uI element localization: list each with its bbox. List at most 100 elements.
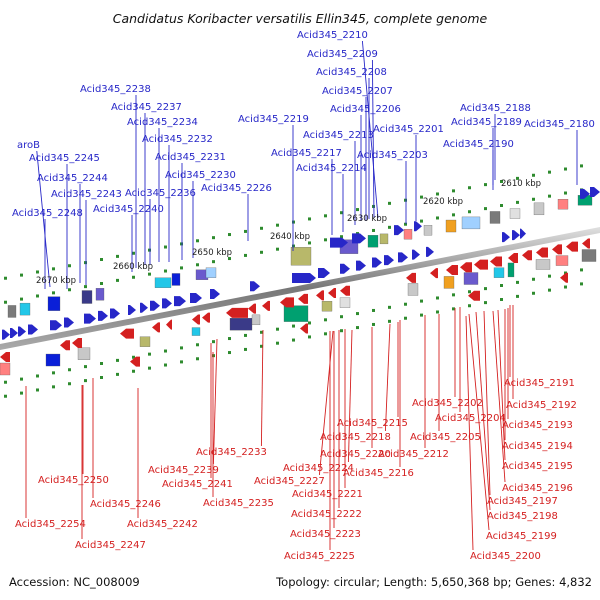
- feature-box: [321, 301, 333, 312]
- feature-box: [290, 247, 312, 266]
- gene-label: Acid345_2188: [460, 103, 531, 114]
- gene-label: Acid345_2240: [93, 204, 164, 215]
- track-dot: [564, 271, 567, 275]
- track-dot: [228, 337, 231, 341]
- forward-gene-arrow: [250, 281, 260, 292]
- feature-box: [367, 235, 379, 248]
- feature-box: [45, 353, 61, 367]
- track-dot: [116, 278, 119, 282]
- track-dot: [292, 338, 295, 342]
- track-dot: [36, 374, 39, 378]
- track-dot: [228, 233, 231, 237]
- leader-line: [465, 315, 474, 551]
- track-dot: [180, 242, 183, 246]
- track-dot: [324, 238, 327, 242]
- track-dot: [52, 291, 55, 295]
- forward-gene-arrow: [50, 320, 62, 331]
- track-dot: [196, 343, 199, 347]
- track-dot: [564, 191, 567, 195]
- gene-label: Acid345_2193: [502, 420, 573, 431]
- forward-gene-arrow: [110, 308, 120, 319]
- track-dot: [436, 296, 439, 300]
- gene-label: Acid345_2204: [435, 413, 506, 424]
- forward-gene-arrow: [10, 328, 18, 339]
- gene-label: Acid345_2222: [291, 509, 362, 520]
- feature-box: [493, 267, 505, 278]
- forward-gene-arrow: [28, 324, 38, 335]
- gene-label: Acid345_2248: [12, 208, 83, 219]
- track-dot: [532, 197, 535, 201]
- feature-box: [95, 288, 105, 301]
- leader-line: [260, 329, 264, 447]
- leader-line: [384, 323, 391, 432]
- feature-box: [19, 302, 31, 316]
- gene-label: Acid345_2231: [155, 152, 226, 163]
- gene-label: Acid345_2213: [303, 130, 374, 141]
- reverse-gene-arrow: [262, 300, 270, 311]
- reverse-gene-arrow: [566, 241, 578, 252]
- track-dot: [324, 214, 327, 218]
- forward-gene-arrow: [2, 329, 10, 340]
- gene-label: Acid345_2190: [443, 139, 514, 150]
- gene-label: Acid345_2226: [201, 183, 272, 194]
- reverse-gene-arrow: [248, 303, 256, 314]
- feature-boxes: [0, 195, 597, 376]
- forward-gene-arrow: [140, 302, 148, 313]
- gene-label: Acid345_2238: [80, 84, 151, 95]
- track-dot: [4, 276, 7, 280]
- forward-gene-arrow: [372, 257, 382, 268]
- track-dot: [164, 349, 167, 353]
- track-dot: [276, 327, 279, 331]
- reverse-gene-arrow: [536, 247, 548, 258]
- forward-gene-arrow: [590, 186, 600, 197]
- track-dot: [4, 300, 7, 304]
- reverse-gene-arrow: [552, 244, 562, 255]
- gene-label: Acid345_2230: [165, 170, 236, 181]
- forward-gene-arrow: [356, 260, 366, 271]
- track-dot: [244, 347, 247, 351]
- track-dot: [180, 266, 183, 270]
- reverse-gene-arrow: [430, 268, 438, 279]
- track-dot: [500, 298, 503, 301]
- track-dot: [276, 223, 279, 227]
- gene-label: Acid345_2245: [29, 153, 100, 164]
- feature-box: [283, 305, 309, 322]
- feature-box: [445, 219, 457, 233]
- gene-label: Acid345_2199: [486, 531, 557, 542]
- track-dot: [356, 326, 359, 330]
- forward-gene-arrow: [502, 232, 510, 243]
- feature-box: [557, 199, 569, 210]
- track-dot: [452, 307, 455, 311]
- forward-gene-arrow: [150, 300, 160, 311]
- track-dot: [148, 352, 151, 356]
- track-dot: [356, 208, 359, 212]
- forward-gene-arrow: [414, 221, 422, 232]
- track-dot: [468, 304, 471, 308]
- gene-label: Acid345_2242: [127, 519, 198, 530]
- feature-box: [191, 327, 201, 336]
- track-dot: [500, 284, 503, 287]
- track-dot: [388, 201, 391, 205]
- leader-line: [371, 59, 375, 219]
- feature-box: [581, 249, 597, 262]
- feature-box: [205, 267, 217, 278]
- track-dot: [116, 358, 119, 362]
- track-dot: [52, 267, 55, 271]
- track-dot: [516, 280, 519, 284]
- track-dot: [292, 244, 295, 248]
- track-dot: [68, 264, 71, 268]
- feature-box: [489, 211, 501, 224]
- track-dot: [308, 217, 311, 221]
- gene-label: Acid345_2246: [90, 499, 161, 510]
- track-dot: [212, 260, 215, 264]
- leader-line: [475, 311, 491, 511]
- reverse-gene-arrow: [280, 297, 294, 308]
- backbone: [0, 227, 600, 350]
- track-dot: [52, 371, 55, 375]
- gene-label: Acid345_2194: [502, 441, 573, 452]
- feature-box: [535, 259, 551, 270]
- track-dot: [132, 275, 135, 279]
- track-dot: [388, 319, 391, 323]
- feature-box: [407, 283, 419, 296]
- track-dot: [388, 305, 391, 309]
